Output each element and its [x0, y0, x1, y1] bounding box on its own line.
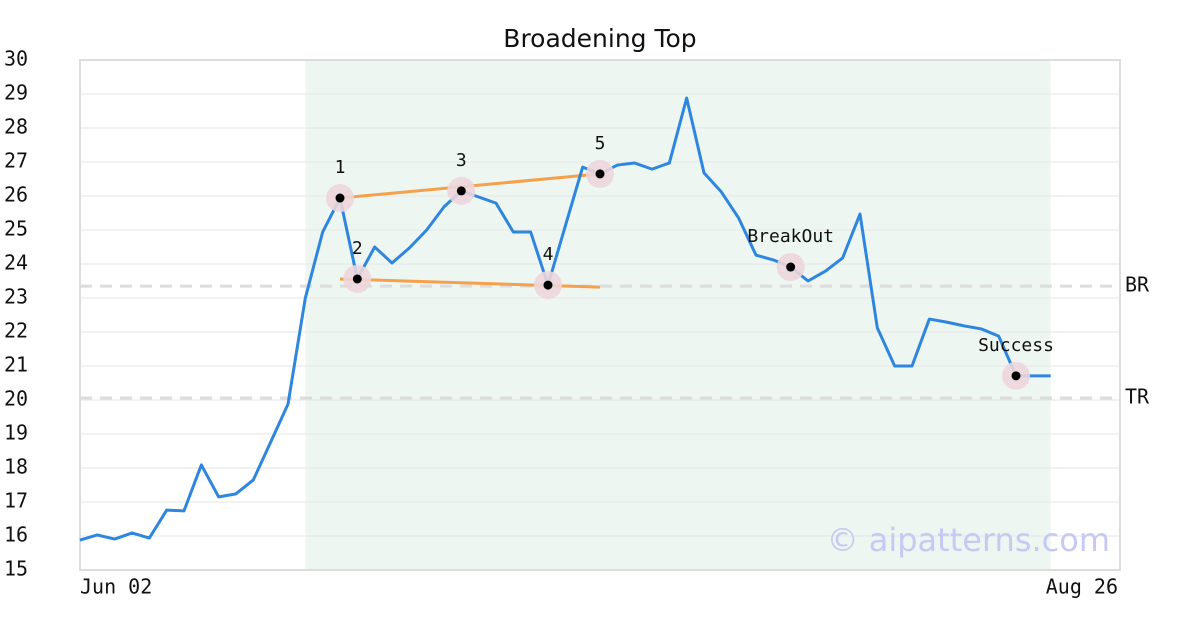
- annotation-label: Success: [978, 335, 1054, 356]
- annotation-label: 5: [595, 133, 606, 154]
- annotation-label: 3: [456, 150, 467, 171]
- annotation-point: [543, 280, 553, 290]
- annotation-point: [456, 186, 466, 196]
- y-tick-label: 22: [4, 319, 28, 343]
- y-tick-label: 27: [4, 149, 28, 173]
- x-tick-label: Jun 02: [80, 575, 152, 599]
- annotation-point: [1011, 371, 1021, 381]
- y-tick-label: 25: [4, 217, 28, 241]
- annotation-label: 4: [543, 244, 554, 265]
- y-tick-label: 20: [4, 387, 28, 411]
- plot-frame: [79, 59, 1121, 571]
- y-tick-label: 21: [4, 353, 28, 377]
- y-tick-label: 29: [4, 81, 28, 105]
- x-tick-label: Aug 26: [1046, 575, 1118, 599]
- y-tick-label: 16: [4, 523, 28, 547]
- annotation-label: 1: [335, 157, 346, 178]
- annotation-point: [786, 262, 796, 272]
- y-tick-label: 15: [4, 557, 28, 581]
- y-tick-label: 28: [4, 115, 28, 139]
- annotation-label: 2: [352, 238, 363, 259]
- level-label: TR: [1125, 384, 1150, 408]
- y-tick-label: 24: [4, 251, 28, 275]
- annotation-label: BreakOut: [747, 226, 834, 247]
- y-tick-label: 17: [4, 489, 28, 513]
- annotation-point: [595, 169, 605, 179]
- level-label: BR: [1125, 273, 1150, 297]
- watermark: © aipatterns.com: [827, 521, 1110, 559]
- y-tick-label: 23: [4, 285, 28, 309]
- chart-title: Broadening Top: [503, 24, 696, 53]
- annotation-point: [352, 274, 362, 284]
- y-tick-label: 18: [4, 455, 28, 479]
- annotation-point: [335, 193, 345, 203]
- price-line: [79, 96, 1051, 542]
- highlight-region: [305, 60, 1051, 570]
- y-tick-label: 19: [4, 421, 28, 445]
- y-tick-label: 30: [4, 47, 28, 71]
- y-tick-label: 26: [4, 183, 28, 207]
